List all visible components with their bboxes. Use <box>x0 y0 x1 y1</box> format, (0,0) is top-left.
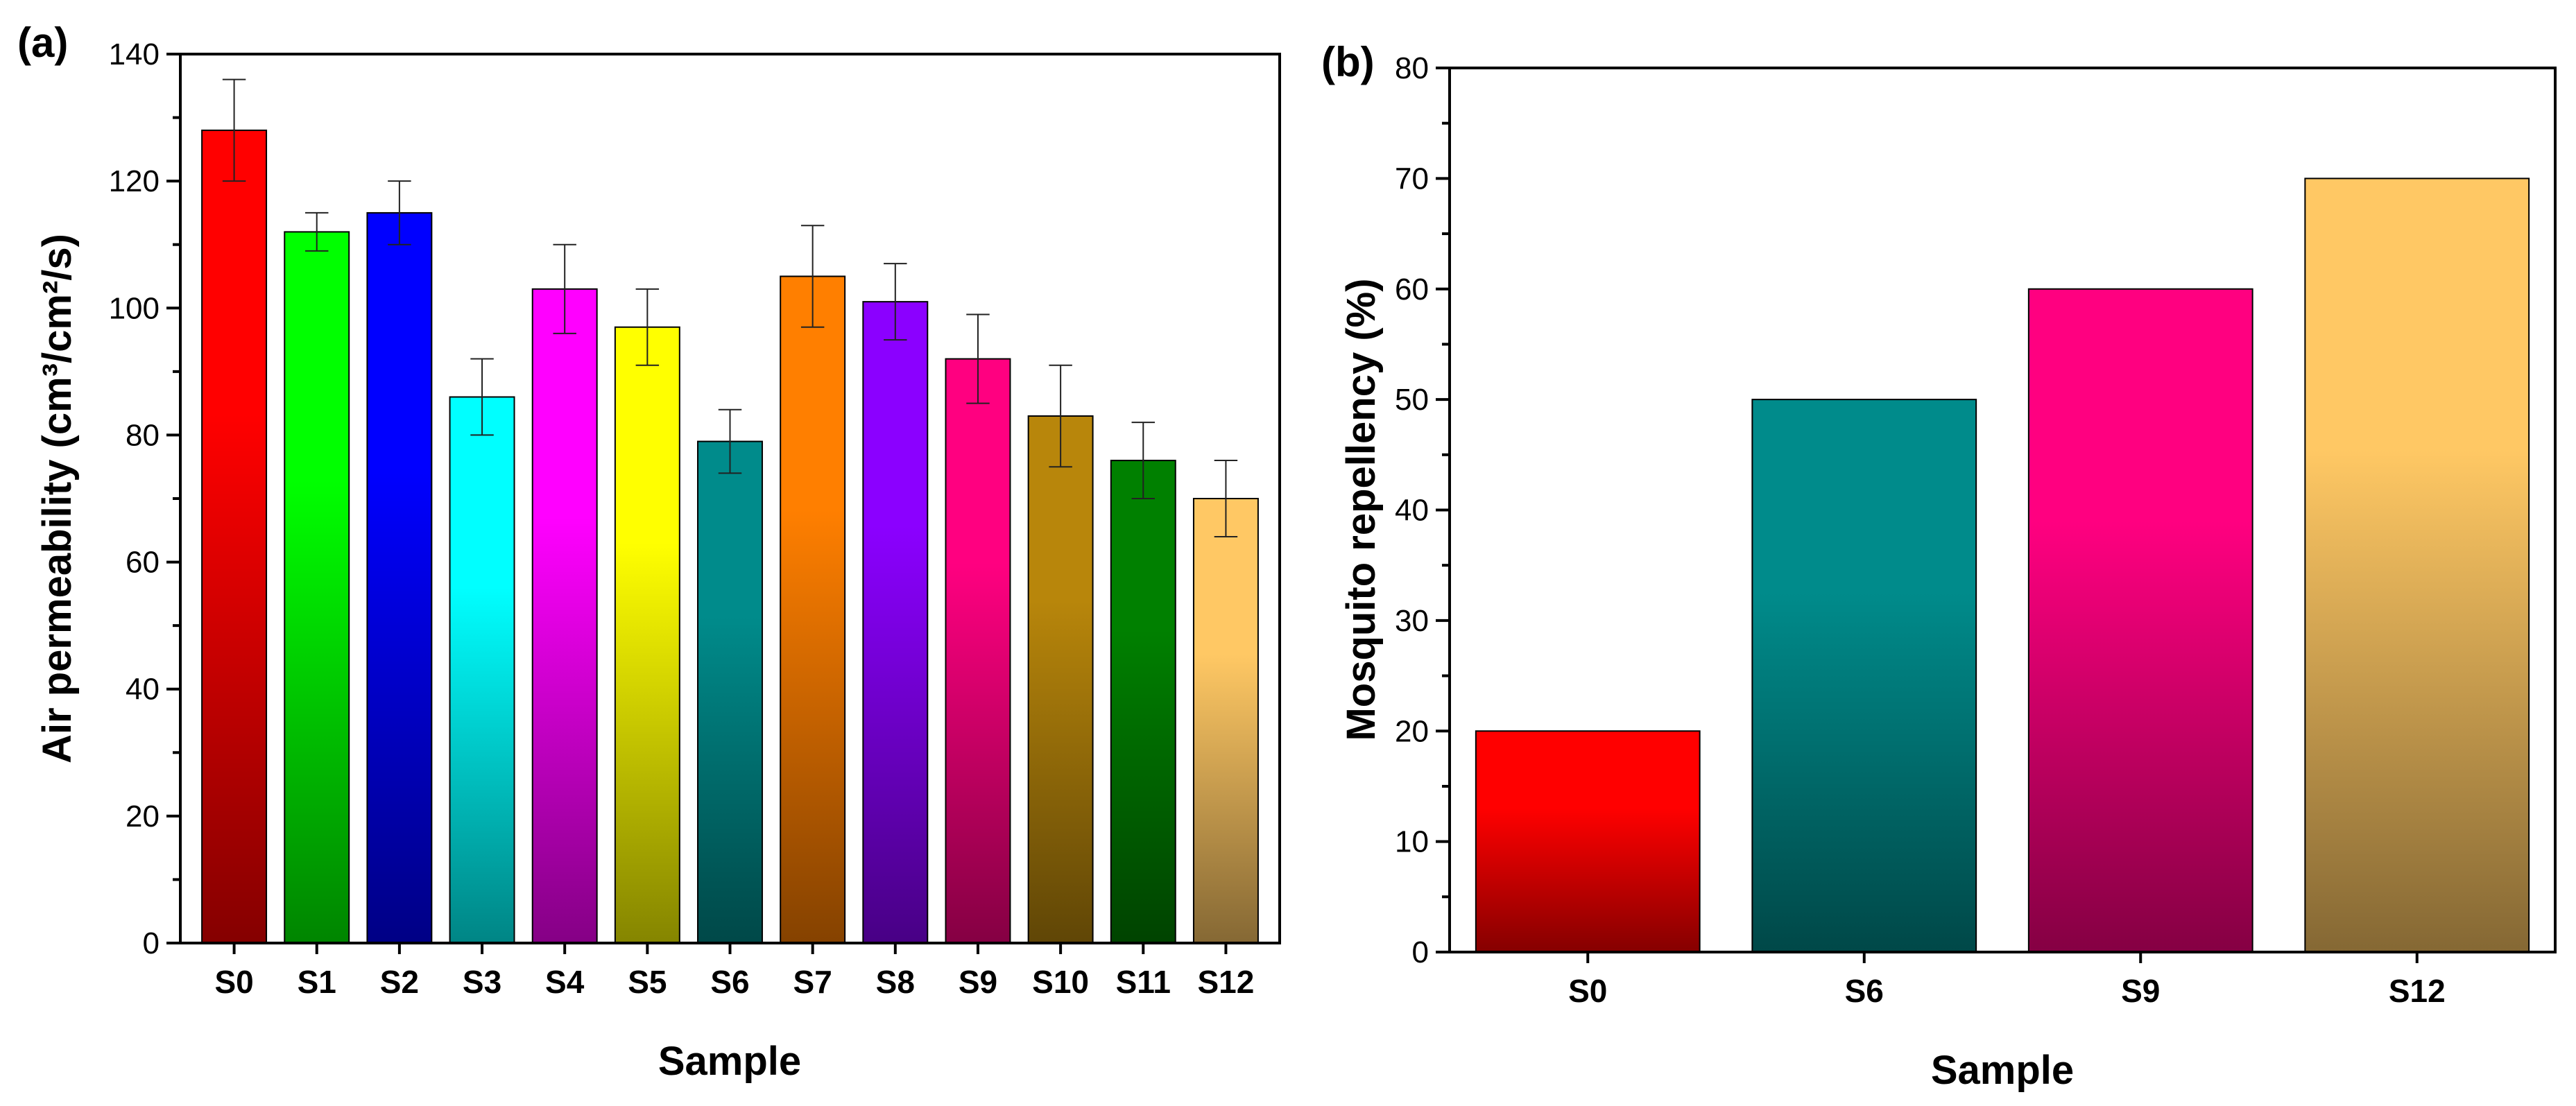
panel-a-error-bar-s6 <box>718 408 742 474</box>
panel-a-y-axis-title: Air permeability (cm³/cm²/s) <box>35 234 80 763</box>
panel-a-x-tick-label: S4 <box>545 964 585 1000</box>
panel-b-label: (b) <box>1321 39 1375 85</box>
panel-a-y-tick-label: 20 <box>126 800 160 833</box>
panel-b-x-axis: S0 S6 S9 S12 <box>1568 952 2446 1009</box>
panel-a-x-tick-label: S3 <box>463 964 501 1000</box>
panel-b-bar-s0 <box>1475 730 1701 953</box>
panel-a-error-bar-s12 <box>1214 460 1238 537</box>
panel-b-y-tick-label: 80 <box>1395 51 1429 85</box>
panel-a-y-tick-label: 80 <box>126 418 160 452</box>
panel-a-error-bars <box>222 78 1238 537</box>
panel-b-x-tick-label: S0 <box>1568 973 1607 1009</box>
panel-b-y-tick-label: 10 <box>1395 825 1429 859</box>
panel-a-x-tick-label: S5 <box>628 964 667 1000</box>
panel-a-bars <box>201 129 1259 944</box>
panel-a-y-axis: 0 20 40 60 80 100 120 140 <box>109 37 180 960</box>
panel-a-y-tick-label: 0 <box>143 926 160 960</box>
panel-a-error-bar-s8 <box>884 263 907 341</box>
panel-a-bar-s8 <box>862 301 929 944</box>
panel-a-x-axis: S0 S1 S2 S3 S4 S5 S6 S7 S8 S9 S10 S11 S12 <box>214 943 1254 1000</box>
panel-a-bar-s3 <box>449 396 515 944</box>
panel-a-x-tick-label: S6 <box>710 964 749 1000</box>
panel-a-bar-s0 <box>201 129 268 944</box>
panel-b-bar-s6 <box>1751 399 1977 953</box>
panel-b-x-tick-label: S9 <box>2121 973 2160 1009</box>
panel-a-error-bar-s0 <box>222 78 246 182</box>
panel-a-bar-s9 <box>945 358 1011 944</box>
panel-a-x-tick-label: S2 <box>380 964 419 1000</box>
panel-b-y-axis: 0 10 20 30 40 50 60 70 80 <box>1395 51 1450 969</box>
panel-a-x-tick-label: S10 <box>1032 964 1089 1000</box>
panel-a-bar-s1 <box>284 231 350 944</box>
panel-a-x-tick-label: S8 <box>876 964 915 1000</box>
panel-a-x-tick-label: S12 <box>1197 964 1254 1000</box>
panel-a-bar-s4 <box>531 288 598 944</box>
panel-a-error-bar-s11 <box>1131 422 1155 499</box>
panel-b-x-tick-label: S6 <box>1845 973 1884 1009</box>
chart-panel-b: (b) 0 10 20 30 40 50 60 70 80 S0 S6 S9 S12 Sample M… <box>1321 39 2557 1093</box>
panel-b-y-tick-label: 20 <box>1395 714 1429 748</box>
panel-a-y-tick-label: 140 <box>109 37 160 71</box>
panel-b-y-tick-label: 50 <box>1395 383 1429 417</box>
panel-a-error-bar-s9 <box>966 313 990 404</box>
panel-a-x-tick-label: S11 <box>1116 964 1171 1000</box>
panel-a-error-bar-s2 <box>388 180 411 245</box>
panel-a-bar-s10 <box>1027 415 1094 944</box>
panel-a-y-tick-label: 60 <box>126 546 160 580</box>
panel-a-x-tick-label: S0 <box>214 964 253 1000</box>
panel-b-y-axis-title: Mosquito repellency (%) <box>1339 278 1384 741</box>
panel-b-y-tick-label: 40 <box>1395 494 1429 528</box>
panel-b-y-tick-label: 30 <box>1395 604 1429 638</box>
panel-a-bar-s7 <box>780 275 846 944</box>
panel-a-error-bar-s4 <box>553 243 576 334</box>
panel-a-error-bar-s3 <box>470 358 494 436</box>
panel-b-bar-s9 <box>2027 288 2253 953</box>
panel-a-x-tick-label: S7 <box>793 964 832 1000</box>
panel-a-label: (a) <box>17 19 68 66</box>
panel-a-y-tick-label: 40 <box>126 673 160 707</box>
panel-a-bar-s6 <box>697 440 763 944</box>
panel-a-bar-s11 <box>1110 460 1176 944</box>
panel-a-error-bar-s5 <box>635 288 660 366</box>
panel-a-error-bar-s7 <box>800 225 825 328</box>
panel-b-y-tick-label: 70 <box>1395 162 1429 196</box>
panel-a-x-tick-label: S9 <box>959 964 997 1000</box>
panel-b-x-axis-title: Sample <box>1931 1048 2074 1093</box>
panel-a-y-tick-label: 120 <box>109 164 160 198</box>
panel-a-error-bar-s10 <box>1049 364 1072 468</box>
panel-b-x-tick-label: S12 <box>2389 973 2446 1009</box>
panel-a-y-tick-label: 100 <box>109 291 160 325</box>
panel-a-error-bar-s1 <box>305 211 329 252</box>
panel-a-bar-s12 <box>1192 498 1259 944</box>
panel-a-bar-s5 <box>614 326 680 944</box>
panel-b-bars <box>1475 178 2530 953</box>
panel-a-x-axis-title: Sample <box>658 1039 801 1084</box>
panel-b-bar-s12 <box>2304 178 2530 953</box>
panel-a-x-tick-label: S1 <box>298 964 336 1000</box>
panel-a-bar-s2 <box>366 211 433 944</box>
panel-b-y-tick-label: 0 <box>1412 935 1429 969</box>
panel-b-y-tick-label: 60 <box>1395 273 1429 306</box>
